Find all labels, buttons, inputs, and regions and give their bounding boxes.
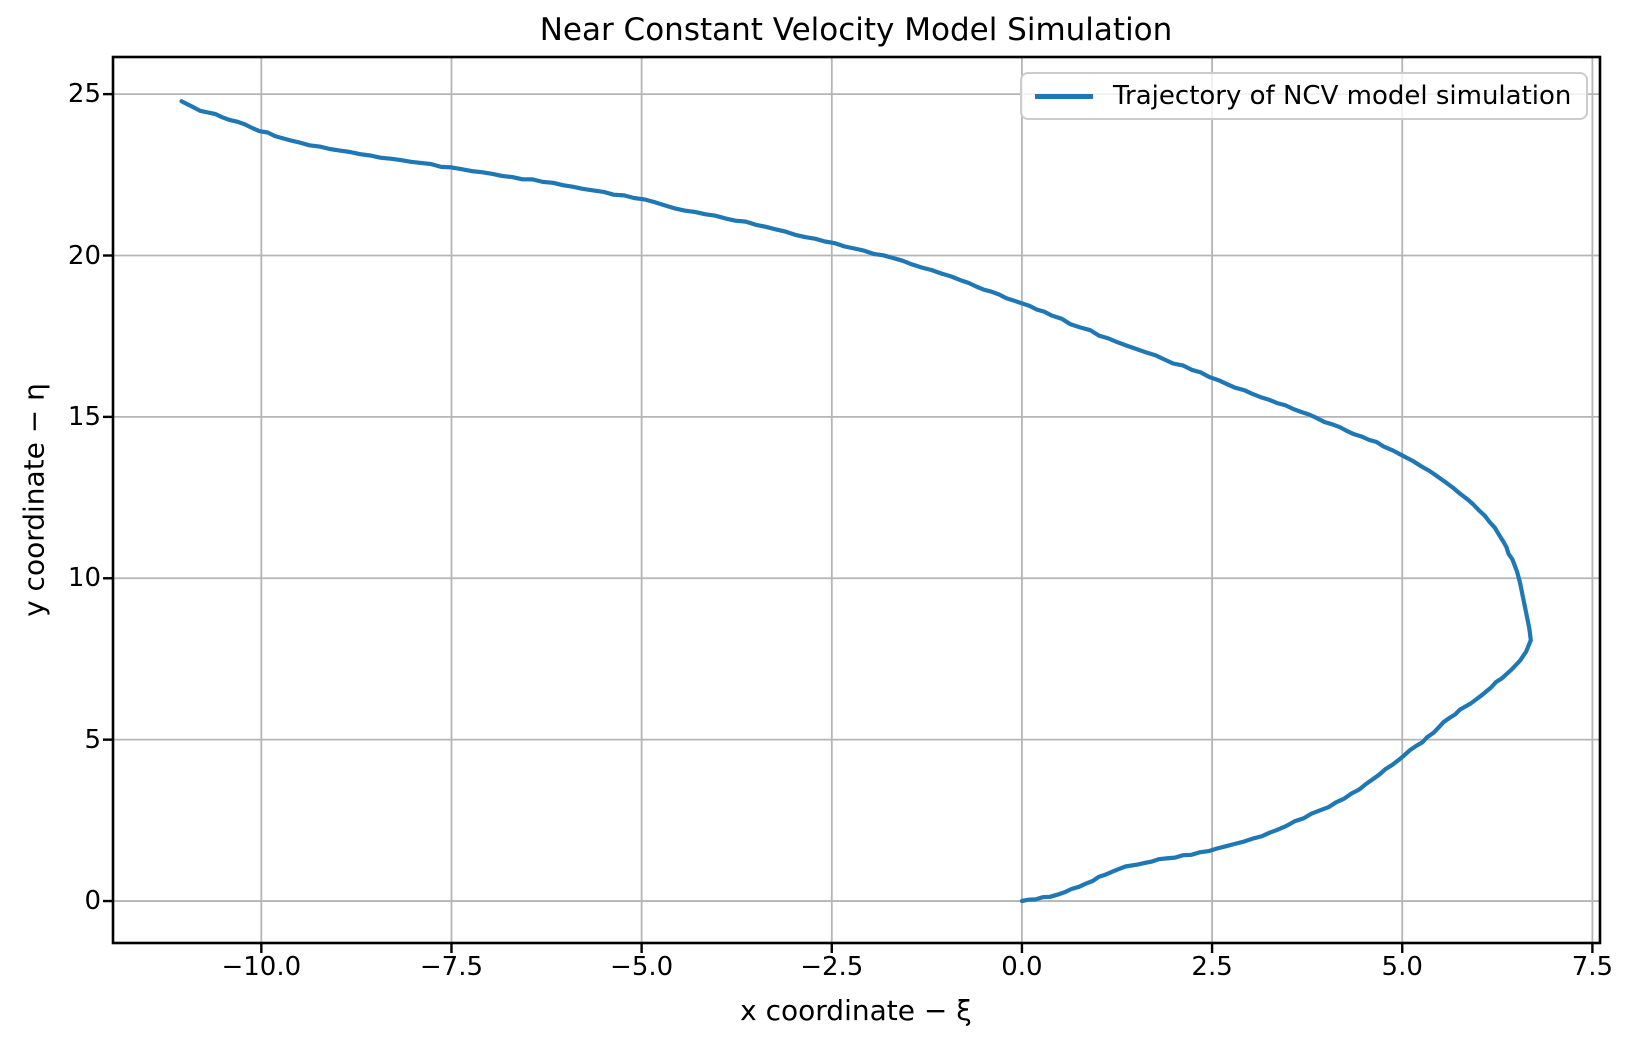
- x-tick-label: 0.0: [1001, 952, 1043, 982]
- y-tick-label: 0: [84, 886, 101, 917]
- y-tick-label: 5: [84, 724, 101, 755]
- y-tick-label: 10: [67, 563, 101, 594]
- x-tick-label: −2.5: [800, 952, 864, 982]
- y-tick-label: 25: [67, 79, 101, 110]
- x-tick-label: −5.0: [610, 952, 674, 982]
- x-tick-label: −7.5: [419, 952, 484, 982]
- x-tick-label: 5.0: [1381, 952, 1423, 982]
- chart-title: Near Constant Velocity Model Simulation: [539, 12, 1173, 48]
- y-tick-label: 20: [67, 240, 101, 271]
- x-tick-label: 2.5: [1191, 952, 1233, 982]
- x-tick-label: 7.5: [1571, 952, 1614, 982]
- legend-line-sample: [1035, 93, 1093, 99]
- x-tick-label: −10.0: [221, 952, 302, 982]
- legend: Trajectory of NCV model simulation: [1020, 72, 1588, 120]
- legend-label: Trajectory of NCV model simulation: [1113, 81, 1572, 111]
- y-tick-label: 15: [67, 401, 101, 432]
- x-axis-label: x coordinate − ξ: [740, 994, 972, 1027]
- axes-frame: [111, 55, 1602, 945]
- trajectory-line: [179, 99, 1533, 904]
